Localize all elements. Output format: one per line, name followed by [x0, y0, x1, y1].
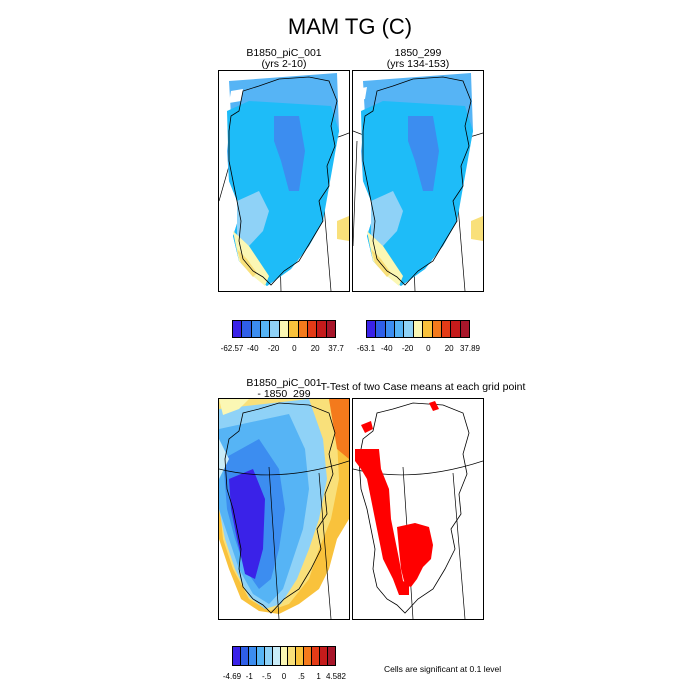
cb3-swatch [328, 647, 335, 665]
cb2-label: 0 [426, 344, 431, 353]
cb2-label: -63.1 [356, 344, 376, 353]
panel-2-title-line1: 1850_299 [394, 47, 442, 59]
cb3-label: 1 [316, 672, 321, 681]
significant-region-central [397, 523, 433, 587]
cb3-swatch [256, 647, 265, 665]
temperature-field [357, 73, 483, 286]
significant-region-north [361, 421, 373, 433]
figure-title: MAM TG (C) [287, 14, 413, 39]
map-ttest [353, 401, 483, 619]
map-panel-difference [218, 398, 350, 620]
cb2-swatch [460, 321, 469, 337]
cb2-swatch [367, 321, 377, 337]
cb3-label: 0 [281, 672, 287, 681]
panel-2-title-line2: (yrs 134-153) [386, 58, 450, 70]
cb3-swatch [296, 647, 305, 665]
panel-1-title: B1850_piC_001 (yrs 2-10) [218, 48, 350, 70]
map-panel-ttest [352, 398, 484, 620]
cb3-label: .5 [297, 672, 305, 681]
panel-4-title: T-Test of two Case means at each grid po… [320, 381, 526, 393]
cb2-swatch [441, 321, 452, 337]
cb1-swatch [317, 321, 327, 337]
significant-region-northeast [429, 401, 439, 411]
cb1-swatch [298, 321, 308, 337]
cb1-swatch [307, 321, 318, 337]
cb2-swatch [385, 321, 396, 337]
cb2-swatch [404, 321, 414, 337]
cb1-swatch [289, 321, 299, 337]
cb1-swatch [279, 321, 290, 337]
panel-1-title-line2: (yrs 2-10) [261, 58, 307, 70]
coastline [224, 402, 336, 614]
panel-3-title-line1: B1850_piC_001 [246, 377, 322, 389]
cb3-swatch [304, 647, 313, 665]
cb3-swatch [288, 647, 297, 665]
colorbar-2 [366, 320, 470, 338]
cb2-swatch [423, 321, 433, 337]
cb1-swatch [242, 321, 252, 337]
cb2-label: 20 [444, 344, 454, 353]
cb3-label: -4.69 [222, 672, 242, 681]
significant-cells [355, 401, 439, 595]
cb1-label: -40 [247, 344, 259, 353]
cb3-swatch [320, 647, 329, 665]
colorbar-1-labels: -62.57 -40 -20 0 20 37.7 [221, 344, 344, 354]
cb3-swatch [248, 647, 257, 665]
cb3-swatch [312, 647, 321, 665]
map-1850-299 [353, 73, 483, 291]
temperature-field [227, 73, 349, 286]
cb2-label: -40 [381, 344, 393, 353]
panel-3-title-line2: - 1850_299 [257, 388, 311, 400]
cb1-swatch [233, 321, 243, 337]
panel-3-title: B1850_piC_001 - 1850_299 [218, 378, 350, 400]
coastline [362, 76, 472, 286]
colorbar-3 [232, 646, 336, 666]
coastline [358, 402, 470, 614]
map-difference [219, 399, 349, 619]
cb2-swatch [395, 321, 405, 337]
cb3-swatch [233, 647, 241, 665]
cb3-swatch [264, 647, 273, 665]
cb1-swatch [326, 321, 335, 337]
cb2-swatch [413, 321, 424, 337]
significant-region-west [355, 449, 409, 595]
cb2-label: 37.89 [459, 344, 481, 353]
cb2-label: -20 [401, 344, 414, 353]
map-grid-lines [219, 460, 349, 619]
cb3-label: -1 [245, 672, 253, 681]
cb3-swatch [240, 647, 249, 665]
colorbar-1 [232, 320, 336, 338]
cb3-swatch [272, 647, 281, 665]
map-panel-1850-299 [352, 70, 484, 292]
cb3-label: 4.582 [325, 672, 347, 681]
cb1-label: -20 [267, 344, 280, 353]
panel-2-title: 1850_299 (yrs 134-153) [352, 48, 484, 70]
colorbar-2-labels: -63.1 -40 -20 0 20 37.89 [357, 344, 480, 354]
map-panel-piC [218, 70, 350, 292]
cb2-swatch [432, 321, 442, 337]
cb1-label: 20 [310, 344, 320, 353]
map-piC [219, 73, 349, 291]
cb1-swatch [251, 321, 262, 337]
cb3-label: -.5 [261, 672, 272, 681]
cb1-label: -62.57 [220, 344, 244, 353]
cb1-label: 37.7 [328, 344, 344, 353]
cb2-swatch [451, 321, 461, 337]
coastline [228, 76, 338, 286]
panel-1-title-line1: B1850_piC_001 [246, 47, 322, 59]
cb1-swatch [261, 321, 271, 337]
significance-note: Cells are significant at 0.1 level [384, 664, 502, 674]
cb1-swatch [270, 321, 280, 337]
cb1-label: 0 [292, 344, 297, 353]
cb2-swatch [376, 321, 386, 337]
colorbar-3-labels: -4.69 -1 -.5 0 .5 1 4.582 [223, 672, 346, 682]
cb3-swatch [280, 647, 289, 665]
